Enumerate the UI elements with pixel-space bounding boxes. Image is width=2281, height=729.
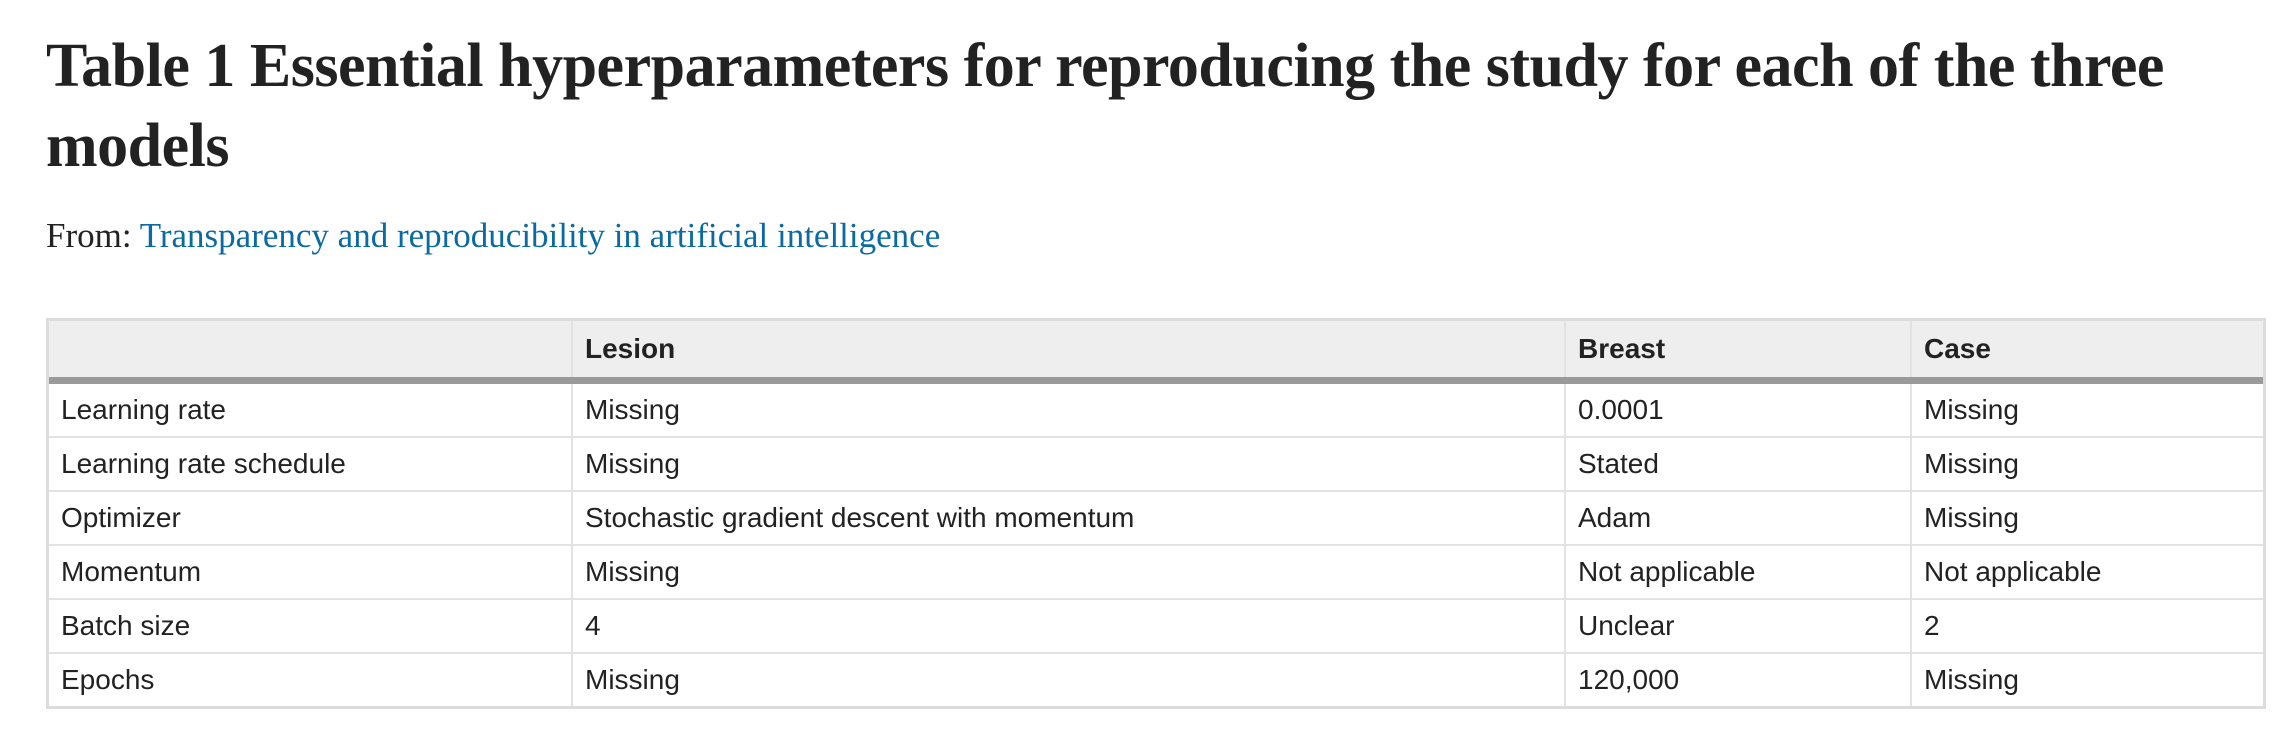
hyperparameter-table: Lesion Breast Case Learning rate Missing… <box>49 321 2263 706</box>
table-row: Momentum Missing Not applicable Not appl… <box>49 544 2263 599</box>
row-label: Momentum <box>49 544 572 599</box>
table-cell: Missing <box>571 380 1565 437</box>
table-cell: Stochastic gradient descent with momentu… <box>571 490 1565 545</box>
source-line: From: Transparency and reproducibility i… <box>46 214 940 258</box>
table-cell: Stated <box>1564 436 1911 491</box>
table-row: Epochs Missing 120,000 Missing <box>49 652 2263 706</box>
table-cell: 2 <box>1910 598 2263 653</box>
header-cell-breast: Breast <box>1564 321 1911 384</box>
table-row: Learning rate Missing 0.0001 Missing <box>49 380 2263 437</box>
table-cell: 4 <box>571 598 1565 653</box>
header-cell-parameter <box>49 321 572 384</box>
table-row: Batch size 4 Unclear 2 <box>49 598 2263 653</box>
table-row: Optimizer Stochastic gradient descent wi… <box>49 490 2263 545</box>
header-cell-case: Case <box>1910 321 2263 384</box>
table-title: Table 1 Essential hyperparameters for re… <box>46 32 2164 180</box>
table-cell: Missing <box>571 544 1565 599</box>
table-cell: Missing <box>1910 652 2263 706</box>
table-cell: Missing <box>1910 380 2263 437</box>
row-label: Learning rate <box>61 394 227 425</box>
table-cell: Not applicable <box>1910 544 2263 599</box>
table-cell: Missing <box>571 652 1565 706</box>
table-cell: Not applicable <box>1564 544 1911 599</box>
source-article-link[interactable]: Transparency and reproducibility in arti… <box>139 216 941 255</box>
row-label: Optimizer <box>49 490 572 545</box>
table-cell: Missing <box>571 436 1565 491</box>
row-label: Learning rate schedule <box>49 436 572 491</box>
table-row: Learning rate schedule Missing Stated Mi… <box>49 436 2263 491</box>
table-cell: 120,000 <box>1564 652 1911 706</box>
table-cell: Unclear <box>1564 598 1911 653</box>
table-header-row: Lesion Breast Case <box>49 321 2263 384</box>
table-container: Lesion Breast Case Learning rate Missing… <box>46 318 2266 709</box>
from-prefix: From: <box>46 216 132 255</box>
row-label: Batch size <box>49 598 572 653</box>
row-label: Epochs <box>49 652 572 706</box>
header-cell-lesion: Lesion <box>571 321 1565 384</box>
table-cell: Adam <box>1564 490 1911 545</box>
table-cell: 0.0001 <box>1564 380 1911 437</box>
table-cell: Missing <box>1910 436 2263 491</box>
table-cell: Missing <box>1910 490 2263 545</box>
